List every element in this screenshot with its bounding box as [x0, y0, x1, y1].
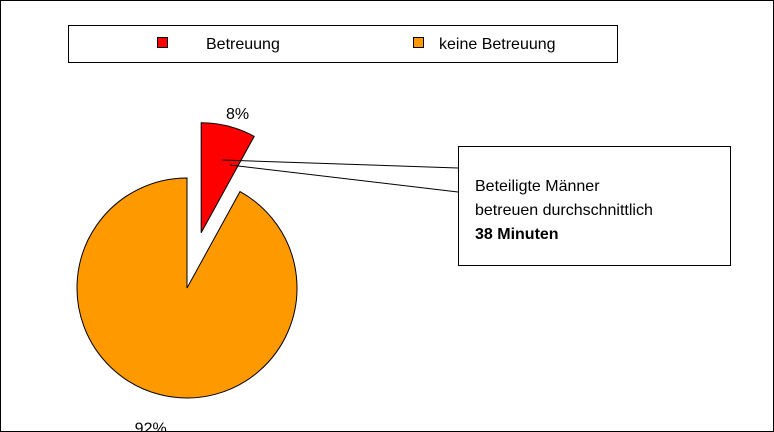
annotation-box — [458, 146, 731, 266]
legend-swatch — [413, 37, 424, 48]
pie-slice — [76, 177, 298, 399]
value-label: 8% — [226, 106, 249, 123]
legend-swatch — [157, 37, 168, 48]
annotation-bold: 38 Minuten — [475, 226, 559, 243]
annotation-line: betreuen durchschnittlich — [475, 202, 653, 219]
value-label: 92% — [135, 421, 167, 432]
legend-label: Betreuung — [206, 36, 280, 53]
legend-label: keine Betreuung — [439, 36, 556, 53]
callout-line — [221, 159, 459, 169]
pie-slice — [200, 122, 255, 234]
callout-line — [229, 164, 459, 193]
annotation-line: Beteiligte Männer — [475, 178, 600, 195]
